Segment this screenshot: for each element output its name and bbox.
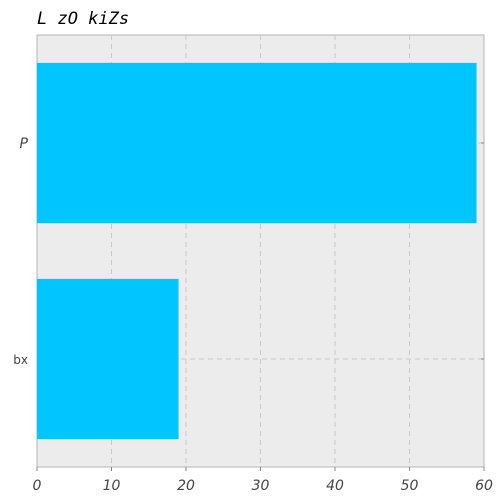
x-tick-label: 20 [177, 478, 195, 494]
x-tick-label: 10 [103, 478, 121, 494]
bars [37, 62, 477, 440]
x-tick-labels: 0 10 20 30 40 50 60 [33, 478, 493, 494]
y-tick-label: bx [13, 353, 28, 367]
y-tick-label: P [20, 136, 29, 152]
x-tick-label: 40 [326, 478, 344, 494]
x-tick-label: 60 [475, 478, 493, 494]
bar [37, 62, 477, 224]
y-tick-labels: Pbx [13, 136, 28, 367]
x-tick-label: 50 [401, 478, 419, 494]
tick-marks [36, 142, 485, 471]
x-tick-label: 30 [252, 478, 270, 494]
chart-title: L zO kiZs [37, 9, 129, 29]
x-tick-label: 0 [33, 478, 42, 494]
bar [37, 278, 179, 440]
